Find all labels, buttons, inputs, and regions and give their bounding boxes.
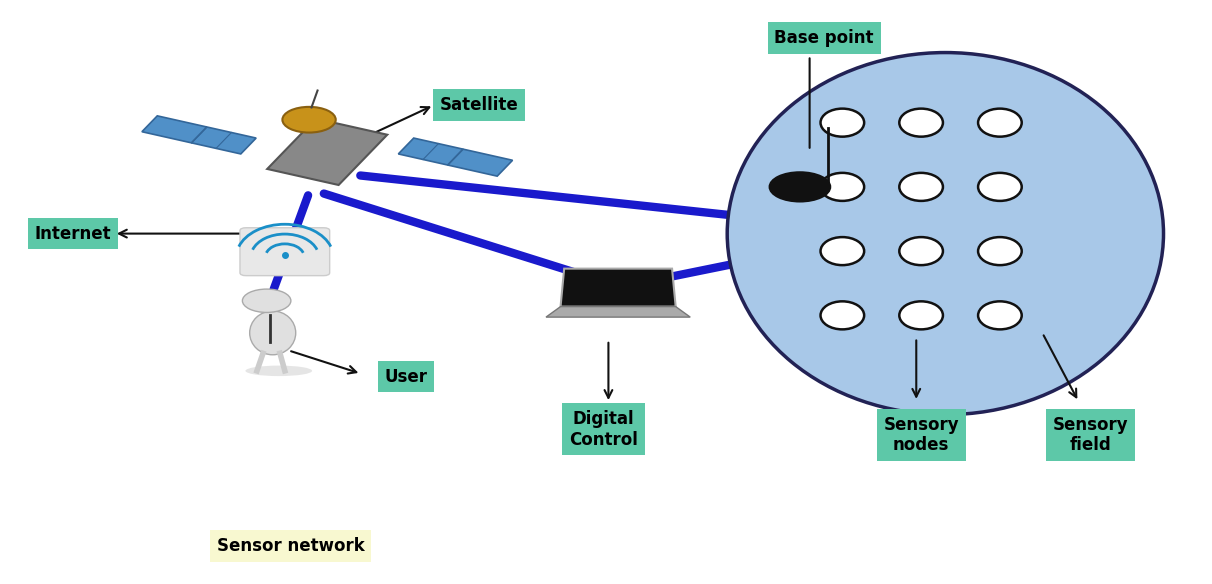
Ellipse shape (899, 109, 943, 137)
Polygon shape (191, 127, 256, 154)
Ellipse shape (978, 109, 1022, 137)
Ellipse shape (899, 173, 943, 201)
Ellipse shape (899, 301, 943, 329)
Text: Base point: Base point (774, 29, 874, 47)
Circle shape (770, 172, 830, 201)
Polygon shape (399, 138, 463, 165)
Text: Sensory
nodes: Sensory nodes (884, 416, 959, 454)
Ellipse shape (821, 301, 864, 329)
Polygon shape (267, 119, 388, 185)
Ellipse shape (727, 53, 1164, 415)
Ellipse shape (821, 173, 864, 201)
Ellipse shape (899, 237, 943, 265)
Polygon shape (561, 269, 676, 307)
Text: Digital
Control: Digital Control (570, 410, 638, 449)
Ellipse shape (978, 301, 1022, 329)
Text: Satellite: Satellite (440, 96, 518, 114)
Ellipse shape (282, 107, 336, 133)
Ellipse shape (978, 173, 1022, 201)
FancyBboxPatch shape (240, 228, 330, 276)
Polygon shape (447, 149, 513, 176)
Circle shape (242, 289, 291, 312)
Ellipse shape (978, 237, 1022, 265)
Text: Sensor network: Sensor network (217, 537, 365, 555)
Ellipse shape (245, 366, 313, 376)
Ellipse shape (250, 311, 296, 355)
Ellipse shape (821, 237, 864, 265)
Text: Sensory
field: Sensory field (1053, 416, 1128, 454)
Ellipse shape (821, 109, 864, 137)
Polygon shape (545, 307, 691, 317)
Polygon shape (142, 116, 207, 143)
Text: User: User (384, 368, 428, 385)
Text: Internet: Internet (34, 225, 112, 242)
